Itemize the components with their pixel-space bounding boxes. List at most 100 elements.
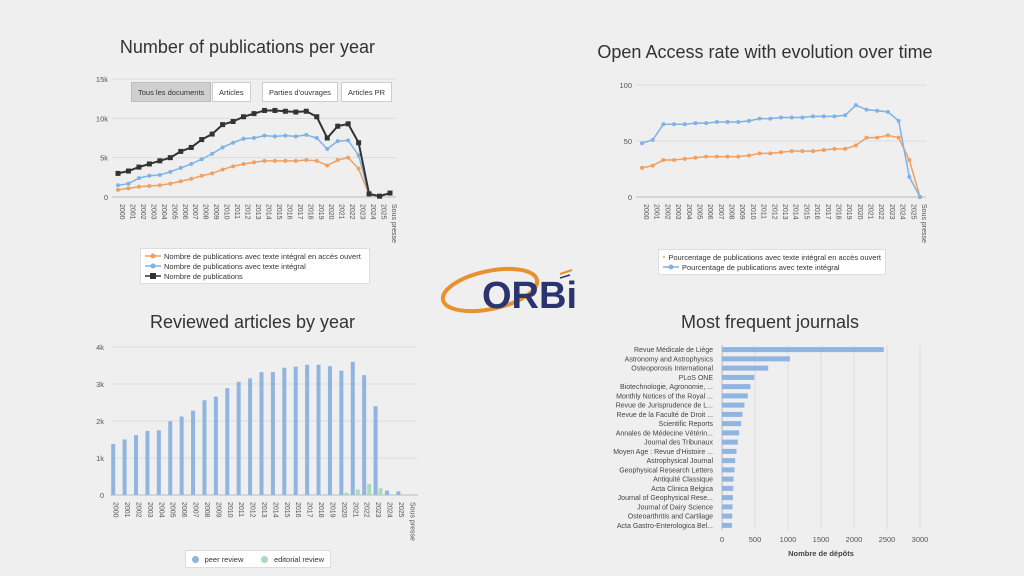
filter-all-documents-button[interactable]: Tous les documents: [131, 82, 212, 102]
x-tick-label: 2013: [781, 204, 788, 220]
data-point: [220, 145, 225, 150]
legend-label[interactable]: peer review: [204, 554, 244, 564]
x-tick-label: 2014: [271, 502, 278, 518]
data-point: [136, 184, 141, 189]
data-point: [293, 158, 298, 163]
bar-journal: [722, 365, 769, 371]
data-point: [672, 158, 677, 163]
data-point: [335, 139, 340, 144]
legend-item[interactable]: Nombre de publications avec texte intégr…: [145, 261, 365, 271]
data-point: [115, 170, 121, 176]
data-point: [918, 195, 922, 199]
x-tick-label: 2007: [192, 502, 199, 518]
bar-journal: [722, 402, 745, 408]
legend-item[interactable]: Pourcentage de publications avec texte i…: [663, 262, 881, 272]
legend-label[interactable]: editorial review: [273, 554, 324, 564]
y-tick-label: 1k: [96, 454, 104, 463]
bar-peer-review: [213, 396, 218, 495]
data-point: [146, 161, 152, 167]
data-point: [335, 123, 341, 129]
data-point: [346, 138, 351, 143]
bar-editorial-review: [367, 483, 372, 495]
data-point: [725, 154, 730, 159]
legend-item[interactable]: Nombre de publications: [145, 271, 365, 281]
bar-editorial-review: [378, 488, 383, 495]
data-point: [303, 108, 309, 114]
x-tick-label: 2004: [685, 204, 692, 220]
data-point: [304, 158, 309, 163]
bar-peer-review: [145, 430, 150, 495]
data-point: [725, 119, 730, 124]
x-tick-label: 2021: [351, 502, 358, 518]
bar-peer-review: [248, 378, 253, 495]
legend-marker-square-icon: [145, 273, 161, 279]
bar-journal: [722, 439, 738, 445]
y-tick-label: 15k: [96, 75, 108, 84]
legend-item[interactable]: Nombre de publications avec texte intégr…: [145, 251, 365, 261]
data-point: [345, 121, 351, 127]
data-point: [757, 151, 762, 156]
x-tick-label: 2020: [340, 502, 347, 518]
data-point: [168, 169, 173, 174]
x-tick-label: 2015: [283, 502, 290, 518]
bar-peer-review: [339, 370, 344, 495]
data-point: [896, 135, 901, 140]
x-tick-label: 2002: [135, 502, 142, 518]
x-tick-label: 2004: [160, 204, 167, 220]
y-category-label: Journal des Tribunaux: [644, 440, 713, 447]
data-point: [189, 161, 194, 166]
filter-book-parts-button[interactable]: Parties d'ouvrages: [262, 82, 338, 102]
filter-peer-reviewed-articles-button[interactable]: Articles PR: [341, 82, 393, 102]
legend-label: Nombre de publications avec texte intégr…: [164, 251, 361, 261]
data-point: [231, 164, 236, 169]
legend-marker-circle-icon: [663, 264, 679, 270]
x-tick-label: 2001: [123, 502, 130, 518]
y-category-label: Journal of Geophysical Rese...: [618, 495, 713, 502]
chart2-title: Open Access rate with evolution over tim…: [597, 42, 933, 62]
data-point: [252, 160, 256, 165]
data-point: [241, 161, 246, 166]
data-point: [853, 143, 858, 148]
x-tick-label: 2022: [363, 502, 370, 518]
data-point: [261, 107, 267, 113]
y-category-label: Revue de Jurisprudence de L...: [616, 403, 713, 410]
y-category-label: Astrophysical Journal: [646, 458, 713, 465]
data-point: [252, 136, 256, 140]
x-tick-label: 2009: [212, 204, 219, 220]
logo-wordmark: ORBi: [482, 275, 577, 317]
y-category-label: Biotechnologie, Agronomie, ...: [620, 384, 713, 391]
y-category-label: Astronomy and Astrophysics: [625, 356, 714, 363]
legend-items: peer review editorial review: [192, 554, 324, 564]
data-point: [335, 158, 340, 163]
data-point: [147, 183, 152, 188]
data-point: [672, 122, 677, 127]
data-point: [356, 140, 362, 146]
data-point: [811, 114, 816, 119]
x-tick-label: 3000: [912, 535, 929, 544]
data-point: [661, 158, 666, 163]
bar-peer-review: [191, 410, 196, 495]
bar-peer-review: [327, 366, 332, 495]
bar-peer-review: [270, 372, 275, 495]
legend-item[interactable]: Pourcentage de publications avec texte i…: [663, 252, 881, 262]
data-point: [136, 164, 142, 170]
x-tick-label: 2020: [327, 204, 334, 220]
data-point: [283, 158, 288, 163]
x-tick-label: 2006: [180, 502, 187, 518]
x-tick-label: 0: [720, 535, 724, 544]
data-point: [272, 107, 278, 113]
data-point: [800, 115, 805, 120]
x-tick-label: 2018: [834, 204, 841, 220]
bar-editorial-review: [355, 489, 360, 495]
x-tick-label: 2017: [296, 204, 303, 220]
x-tick-label: 2005: [170, 204, 177, 220]
data-point: [714, 119, 719, 124]
x-tick-label: 2005: [169, 502, 176, 518]
x-tick-label: Sous presse: [390, 204, 397, 243]
filter-articles-button[interactable]: Articles: [212, 82, 251, 102]
data-point: [210, 151, 215, 156]
legend-label: Pourcentage de publications avec texte i…: [668, 252, 881, 262]
data-point: [116, 187, 120, 192]
y-tick-label: 0: [100, 491, 104, 500]
bar-journal: [722, 374, 755, 380]
